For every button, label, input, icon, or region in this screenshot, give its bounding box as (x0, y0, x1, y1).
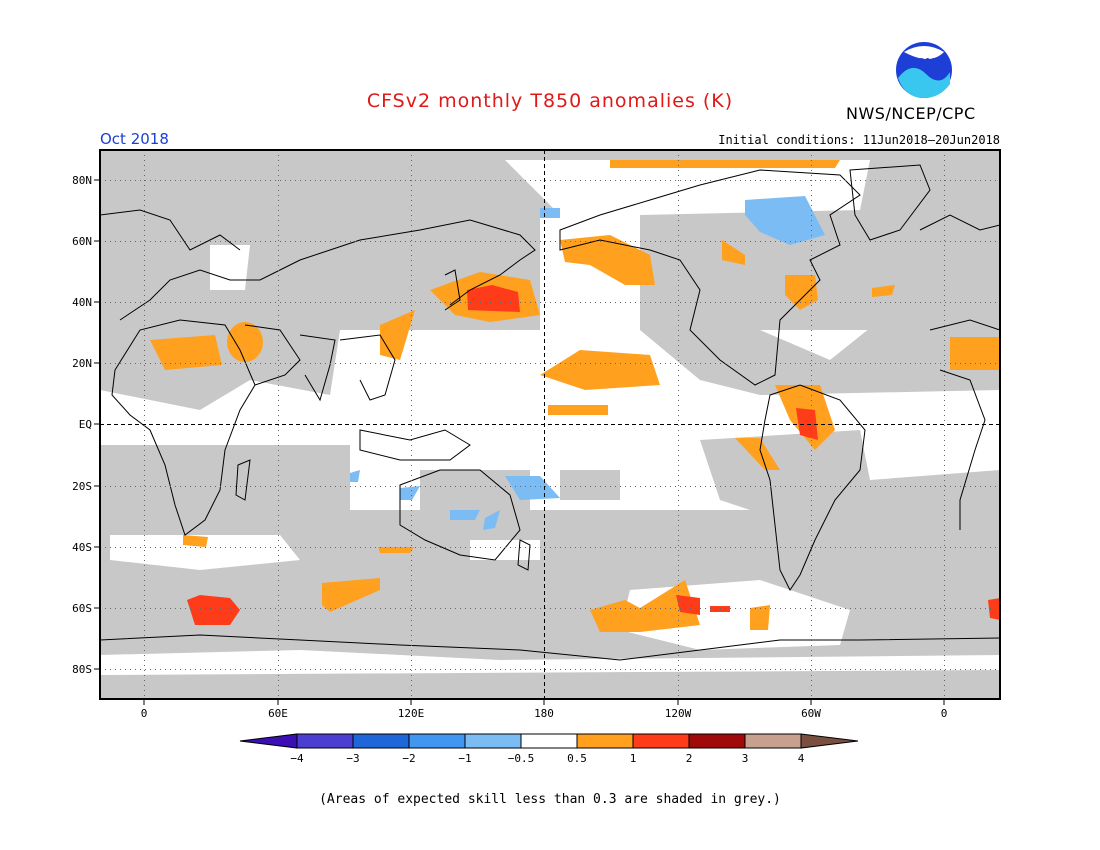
lon-label: 120W (665, 707, 692, 720)
valid-month: Oct 2018 (100, 130, 169, 148)
lat-label: 20N (72, 357, 92, 370)
colorbar-swatch (520, 733, 578, 749)
map-panel (100, 150, 1000, 699)
lat-label: 60N (72, 235, 92, 248)
latitude-labels: 80N 60N 40N 20N EQ 20S 40S 60S 80S (72, 174, 92, 676)
colorbar-swatch (688, 733, 746, 749)
lat-label: 40S (72, 541, 92, 554)
lat-label: 20S (72, 480, 92, 493)
coastlines (100, 164, 1000, 661)
graticule (100, 150, 1000, 699)
colorbar-swatch (744, 733, 802, 749)
logo-wave (898, 67, 950, 98)
reference-lines (100, 150, 1000, 699)
colorbar-label: 1 (630, 752, 637, 765)
longitude-labels: 0 60E 120E 180 120W 60W 0 (141, 707, 948, 720)
lon-label: 60E (268, 707, 288, 720)
colorbar-label: −0.5 (508, 752, 535, 765)
colorbar-label: −4 (290, 752, 304, 765)
lat-label: EQ (79, 418, 92, 431)
lon-label: 0 (141, 707, 148, 720)
colorbar-swatch (800, 733, 859, 749)
footnote: (Areas of expected skill less than 0.3 a… (319, 792, 781, 807)
colorbar-swatch (408, 733, 466, 749)
strong-warm-anomalies (187, 285, 1000, 625)
colorbar-swatch (352, 733, 410, 749)
colorbar-swatch (576, 733, 634, 749)
lon-label: 0 (941, 707, 948, 720)
colorbar-swatch (296, 733, 354, 749)
chart-title: CFSv2 monthly T850 anomalies (K) (366, 90, 734, 112)
lat-label: 60S (72, 602, 92, 615)
colorbar-label: 2 (686, 752, 693, 765)
colorbar-label: −3 (346, 752, 359, 765)
colorbar-swatch (464, 733, 522, 749)
colorbar-swatch (239, 733, 298, 749)
initial-conditions: Initial conditions: 11Jun2018–20Jun2018 (718, 133, 1000, 147)
colorbar-swatch (632, 733, 690, 749)
noaa-logo: NOAA (896, 42, 952, 98)
colorbar (239, 733, 859, 749)
organization-label: NWS/NCEP/CPC (846, 104, 976, 123)
colorbar-label: −2 (402, 752, 415, 765)
lat-label: 40N (72, 296, 92, 309)
logo-bird (904, 46, 944, 59)
lat-label: 80S (72, 663, 92, 676)
lon-label: 120E (398, 707, 425, 720)
cool-anomalies (350, 196, 825, 530)
colorbar-label: 0.5 (567, 752, 587, 765)
axis-ticks (94, 179, 945, 705)
lon-label: 180 (534, 707, 554, 720)
lon-label: 60W (801, 707, 821, 720)
logo-text: NOAA (911, 57, 937, 66)
lat-label: 80N (72, 174, 92, 187)
colorbar-label: 3 (742, 752, 749, 765)
colorbar-labels: −4 −3 −2 −1 −0.5 0.5 1 2 3 4 (290, 752, 804, 765)
colorbar-label: 4 (798, 752, 805, 765)
colorbar-label: −1 (458, 752, 471, 765)
